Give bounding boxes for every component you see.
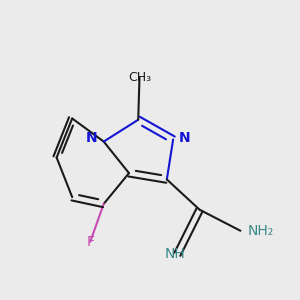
Text: NH₂: NH₂ bbox=[248, 224, 274, 238]
Text: N: N bbox=[85, 131, 97, 145]
Text: F: F bbox=[86, 235, 94, 249]
Text: NH: NH bbox=[165, 247, 186, 261]
Text: CH₃: CH₃ bbox=[128, 71, 151, 84]
Text: N: N bbox=[179, 131, 191, 145]
